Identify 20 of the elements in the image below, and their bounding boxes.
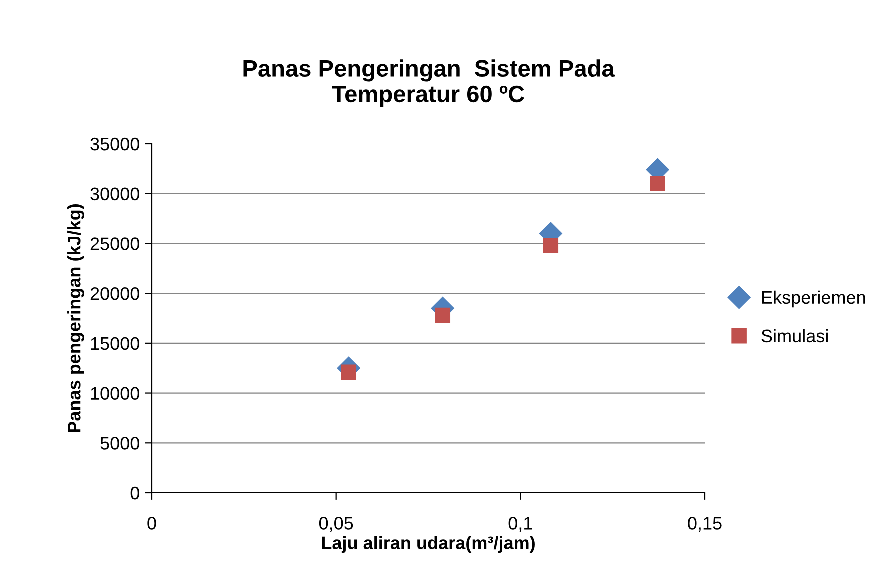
x-tick-label: 0,1	[508, 517, 532, 532]
point	[650, 176, 666, 192]
y-tick-label: 0	[130, 486, 140, 500]
point	[435, 308, 451, 324]
y-tick-label: 10000	[91, 387, 140, 400]
y-tick-label: 35000	[90, 138, 140, 151]
x-axis-title: Laju aliran udara(m³/jam)	[322, 536, 535, 554]
chart-title: Panas Pengeringan Sistem Pada Temperatur 60 ºC	[244, 60, 615, 108]
legend-label: Eksperiemen	[762, 290, 866, 308]
y-tick-label: 20000	[90, 288, 140, 300]
x-tick-label: 0,15	[688, 517, 722, 532]
y-tick-label: 30000	[90, 188, 140, 201]
y-tick-label: 15000	[91, 337, 140, 350]
legend-label: Simulasi	[762, 329, 828, 343]
point	[543, 238, 559, 254]
y-tick-label: 5000	[100, 437, 140, 450]
x-tick-label: 0,05	[319, 517, 354, 532]
y-axis-title: Panas pengeringan (kJ/kg)	[68, 204, 84, 432]
x-tick-label: 0	[148, 517, 156, 530]
y-tick-label: 25000	[90, 238, 140, 250]
